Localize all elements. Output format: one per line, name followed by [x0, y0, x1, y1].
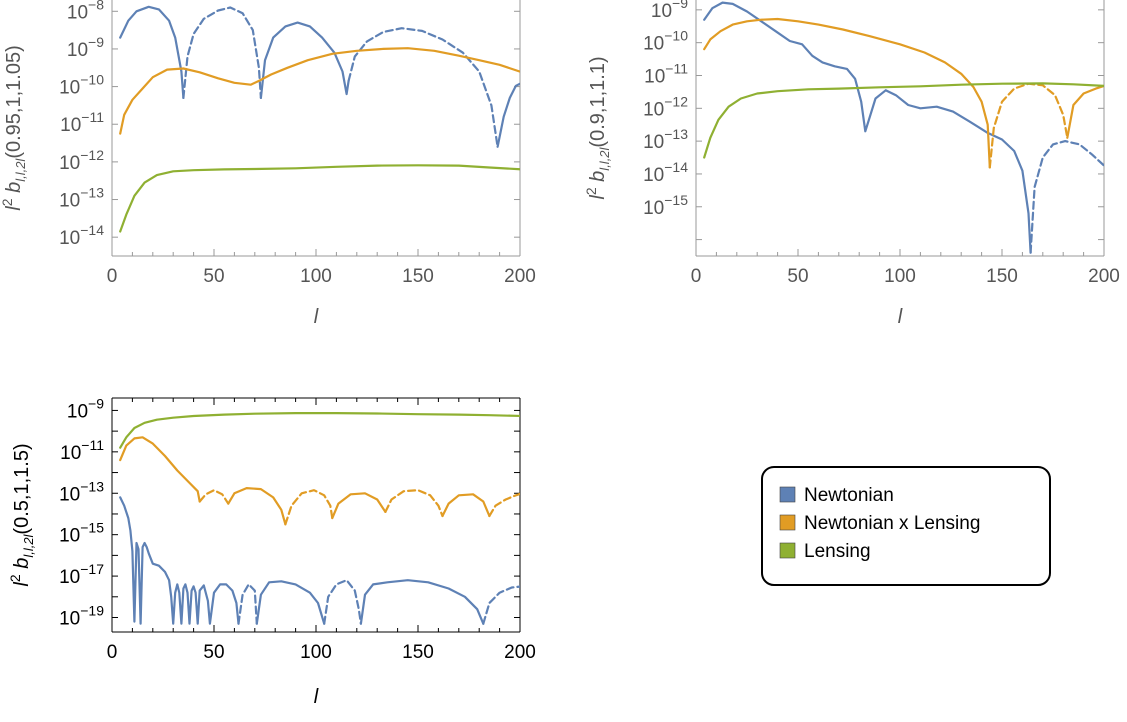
- y-tick-label: 10−15: [59, 520, 104, 547]
- series-line-segment: [198, 489, 230, 505]
- chart-panel-bottom-left: 0 50 100 150 200 10−19 10−17 10−15 10−13 10−11 10−…: [7, 395, 536, 708]
- y-tick-label: 10−10: [59, 72, 104, 99]
- series-lensing: [703, 82, 1104, 159]
- y-tick-label: 10−14: [643, 159, 688, 186]
- y-tick-label: 10−12: [59, 147, 104, 174]
- series-line-segment: [488, 492, 520, 518]
- series-line-segment: [119, 47, 520, 135]
- y-tick-label: 10−13: [59, 478, 104, 505]
- x-tick-label: 100: [300, 266, 332, 287]
- y-tick-label: 10−17: [59, 561, 104, 588]
- x-tick-label: 50: [787, 266, 808, 287]
- chart-panel-top-right: 0 50 100 150 200 10−15 10−14 10−13 10−12 10−11 10−…: [583, 0, 1120, 328]
- x-tick-label: 200: [504, 266, 536, 287]
- series-line-segment: [182, 6, 262, 99]
- legend: Newtonian Newtonian x Lensing Lensing: [761, 466, 1051, 586]
- chart-panel-top-left: 0 50 100 150 200 10−14 10−13 10−12 10−11 10−10 10−…: [0, 0, 536, 328]
- series-line-segment: [384, 489, 444, 518]
- y-tick-label: 10−19: [59, 603, 104, 630]
- x-tick-label: 150: [402, 642, 434, 663]
- y-tick-label: 10−12: [643, 93, 688, 120]
- y-tick-label: 10−13: [643, 126, 688, 153]
- legend-item-label: Lensing: [804, 541, 871, 562]
- series-line-segment: [331, 492, 387, 520]
- series-line-segment: [441, 493, 491, 518]
- x-tick-label: 200: [1088, 266, 1120, 287]
- series-line-segment: [703, 17, 991, 169]
- series-newtonian-x-lensing: [119, 436, 520, 526]
- series-line-segment: [482, 585, 520, 625]
- x-tick-label: 50: [203, 642, 224, 663]
- series-line-segment: [119, 412, 520, 449]
- series-line-segment: [703, 82, 1104, 159]
- x-axis-label: l: [314, 306, 319, 328]
- series-line-segment: [119, 496, 240, 625]
- series-newtonian-x-lensing: [119, 47, 520, 135]
- legend-box: [761, 466, 1051, 586]
- series-line-segment: [227, 487, 287, 526]
- series-line-segment: [988, 82, 1069, 169]
- x-tick-label: 150: [986, 266, 1018, 287]
- series-line-segment: [1066, 84, 1104, 139]
- series-newtonian: [119, 5, 520, 148]
- legend-swatch: [779, 542, 796, 559]
- series-newtonian: [703, 1, 1104, 254]
- legend-item-label: Newtonian x Lensing: [804, 513, 980, 534]
- x-tick-label: 200: [504, 642, 536, 663]
- series-line-segment: [1029, 140, 1104, 254]
- legend-swatch: [779, 514, 796, 531]
- x-tick-label: 100: [300, 642, 332, 663]
- series-line-segment: [255, 580, 326, 625]
- y-tick-label: 10−10: [643, 28, 688, 55]
- series-lensing: [119, 164, 520, 233]
- y-axis-label: l2 bl,l,2l(0.95,1,1.05): [0, 45, 28, 210]
- series-line-segment: [323, 579, 362, 625]
- x-tick-label: 150: [402, 266, 434, 287]
- x-axis-label: l: [314, 686, 319, 708]
- x-tick-label: 50: [203, 266, 224, 287]
- y-axis-label: l2 bl,l,2l(0.5,1,1.5): [7, 443, 36, 586]
- y-tick-label: 10−13: [59, 185, 104, 212]
- series-line-segment: [359, 579, 485, 625]
- y-axis-label: l2 bl,l,2l(0.9,1,1.1): [583, 56, 612, 199]
- series-line-segment: [119, 5, 185, 99]
- series-line-segment: [119, 436, 201, 503]
- y-tick-label: 10−15: [643, 192, 688, 219]
- x-axis-label: l: [898, 306, 903, 328]
- x-tick-label: 100: [884, 266, 916, 287]
- x-tick-label: 0: [107, 642, 118, 663]
- y-tick-label: 10−9: [67, 395, 104, 422]
- series-line-segment: [259, 21, 350, 99]
- x-tick-label: 0: [691, 266, 702, 287]
- series-line-segment: [703, 1, 1032, 254]
- series-line-segment: [119, 164, 520, 233]
- legend-swatch: [779, 486, 796, 503]
- series-newtonian: [119, 496, 520, 625]
- y-tick-label: 10−9: [651, 0, 688, 22]
- y-tick-label: 10−14: [59, 222, 104, 249]
- y-tick-label: 10−11: [60, 109, 104, 136]
- series-lensing: [119, 412, 520, 449]
- legend-item-label: Newtonian: [804, 485, 894, 506]
- series-line-segment: [284, 489, 334, 526]
- series-line-segment: [237, 583, 258, 625]
- series-line-segment: [496, 82, 520, 148]
- y-tick-label: 10−8: [67, 0, 104, 23]
- y-tick-label: 10−11: [60, 437, 104, 464]
- series-line-segment: [347, 27, 499, 148]
- x-tick-label: 0: [107, 266, 118, 287]
- y-tick-label: 10−9: [67, 34, 104, 61]
- y-tick-label: 10−11: [644, 60, 688, 87]
